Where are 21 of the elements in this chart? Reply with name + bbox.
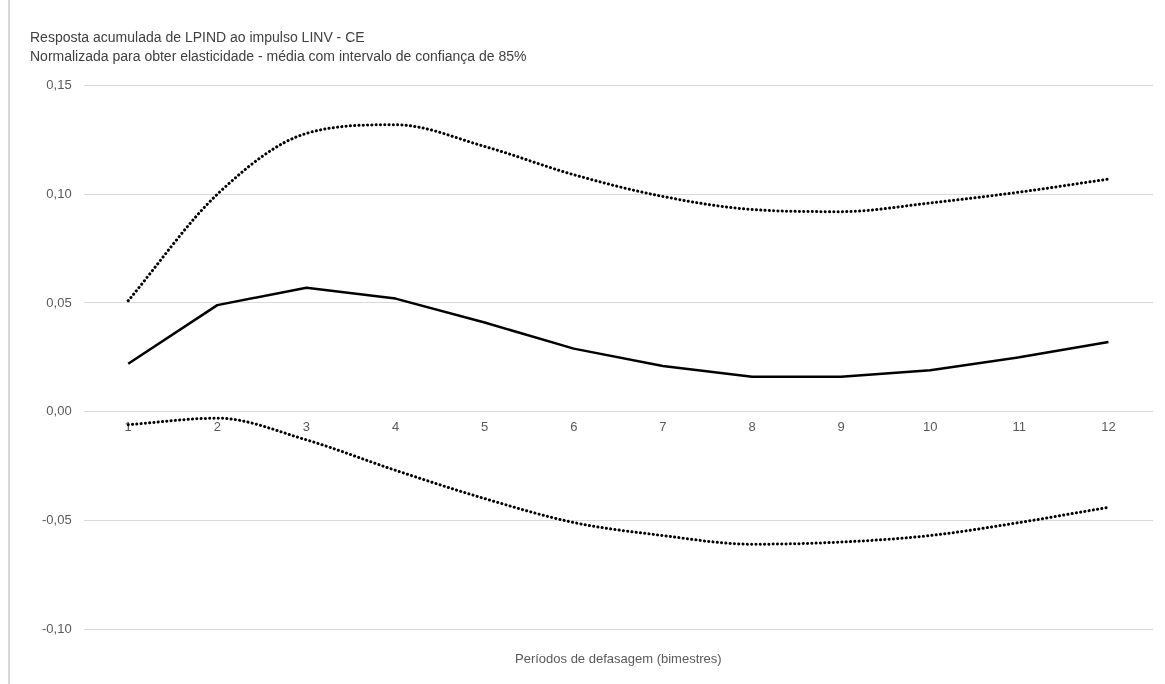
- chart-title: Resposta acumulada de LPIND ao impulso LINV - CE: [30, 29, 365, 46]
- x-tick-label: 2: [213, 419, 221, 435]
- x-tick-label: 10: [922, 419, 938, 435]
- x-tick-label: 9: [837, 419, 845, 435]
- x-tick-label: 4: [391, 419, 400, 435]
- line-series: [126, 123, 1110, 303]
- x-tick-label: 6: [570, 419, 578, 435]
- x-tick-label: 11: [1012, 419, 1027, 435]
- chart-subtitle: Normalizada para obter elasticidade - média com intervalo de confiança de 85%: [30, 48, 527, 65]
- x-tick-label: 3: [302, 419, 311, 435]
- y-tick-label: -0,10: [41, 620, 72, 636]
- y-tick-label: 0,10: [46, 185, 72, 201]
- y-tick-label: -0,05: [41, 511, 72, 527]
- x-axis-title: Períodos de defasagem (bimestres): [514, 650, 722, 666]
- x-tick-label: 7: [659, 419, 667, 435]
- y-tick-label: 0,00: [46, 403, 72, 419]
- y-tick-label: 0,15: [46, 77, 72, 93]
- x-tick-label: 8: [748, 419, 756, 435]
- x-tick-label: 5: [481, 419, 489, 435]
- y-tick-label: 0,05: [46, 294, 72, 310]
- x-tick-label: 12: [1101, 419, 1116, 435]
